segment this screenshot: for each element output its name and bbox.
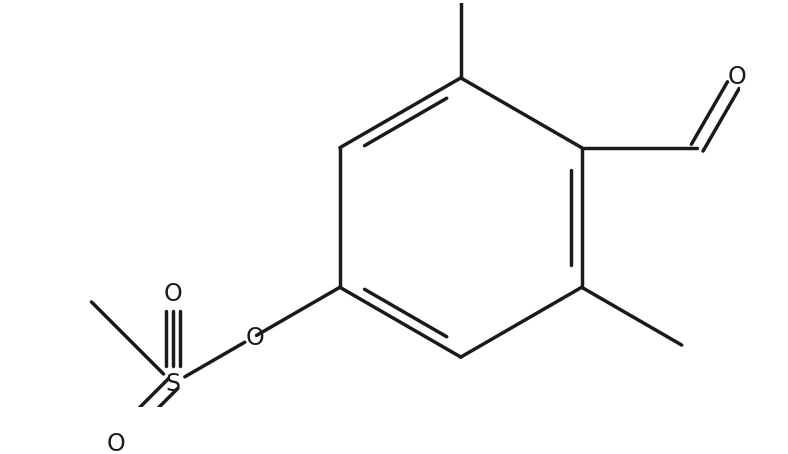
Text: O: O bbox=[107, 432, 125, 454]
Text: O: O bbox=[245, 326, 264, 350]
Text: O: O bbox=[164, 282, 183, 306]
Text: S: S bbox=[165, 371, 180, 395]
Text: O: O bbox=[728, 65, 746, 89]
